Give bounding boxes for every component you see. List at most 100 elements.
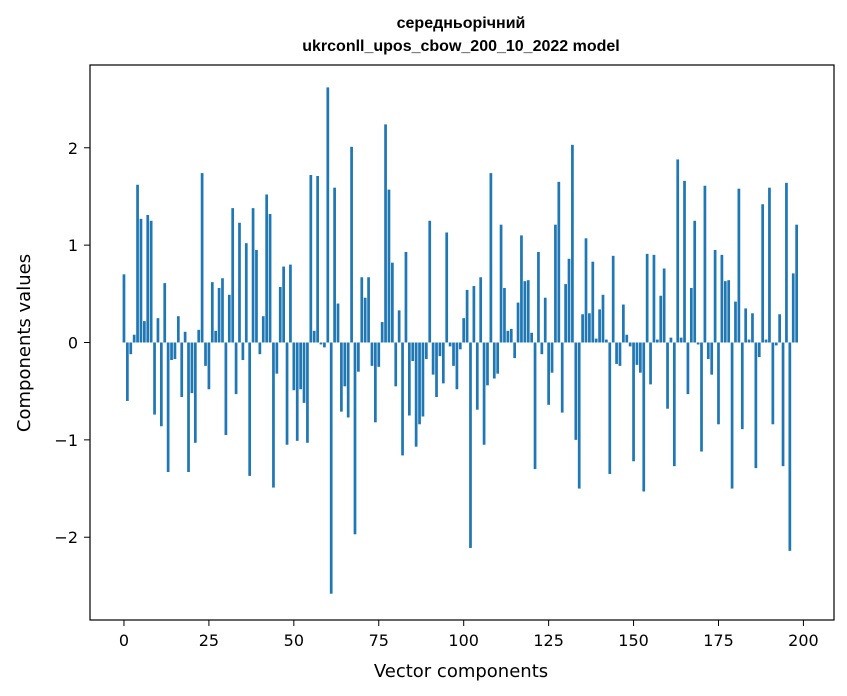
bar-13 [166,342,170,472]
bar-53 [302,342,306,403]
bar-184 [747,339,751,343]
bar-75 [377,342,381,367]
bar-84 [407,342,411,416]
bar-55 [309,175,313,343]
bar-37 [248,342,252,476]
bar-22 [197,329,201,343]
bar-31 [227,294,231,343]
bar-129 [560,342,564,413]
bar-161 [669,337,673,343]
bar-52 [299,342,302,390]
bar-71 [363,297,367,343]
bar-143 [608,342,612,474]
bar-137 [588,313,591,343]
bar-5 [139,218,143,343]
bar-121 [533,342,537,470]
y-axis-label: Components values [14,254,35,432]
bar-141 [601,294,605,343]
bar-139 [594,338,598,343]
bar-38 [251,208,255,343]
bar-195 [785,182,788,343]
bar-3 [132,334,136,343]
bar-40 [258,342,262,355]
bar-62 [333,187,336,343]
bar-179 [730,342,734,489]
bar-95 [445,232,449,343]
bar-101 [465,289,469,343]
bar-65 [343,342,347,387]
bar-186 [754,342,758,469]
bar-127 [554,224,557,343]
x-tick-label: 100 [448,631,479,650]
bar-35 [241,342,245,361]
bar-45 [275,342,279,374]
bar-155 [649,342,652,385]
bar-106 [482,342,486,445]
bar-196 [788,342,792,551]
bar-197 [791,273,795,343]
bar-131 [567,258,571,343]
bar-182 [740,342,744,430]
bar-174 [713,250,717,343]
bar-169 [696,342,700,345]
bar-68 [353,342,357,535]
bar-92 [435,342,438,398]
bar-58 [319,342,323,345]
bar-175 [717,342,720,425]
x-axis: 0 25 50 75 100 125 150 175 200 [119,620,819,650]
bar-66 [346,342,350,418]
bar-178 [727,280,731,343]
bar-54 [306,342,309,443]
bar-149 [628,342,632,347]
bar-133 [574,342,578,440]
bar-194 [781,342,785,467]
bar-67 [350,146,353,343]
bar-98 [455,342,459,390]
bar-64 [340,342,343,412]
bar-120 [530,332,533,343]
bar-135 [581,314,584,343]
bar-181 [737,188,741,343]
bar-28 [217,287,221,343]
bar-87 [418,342,421,425]
bar-25 [207,342,211,390]
y-tick-label: −2 [54,528,78,547]
bar-15 [173,342,177,360]
bar-104 [475,342,479,410]
bar-114 [509,328,513,343]
bar-61 [329,342,333,594]
bar-32 [231,208,235,343]
bar-96 [448,342,452,347]
x-tick-label: 175 [703,631,734,650]
bar-134 [577,342,581,489]
bar-89 [424,342,428,360]
bar-164 [679,337,683,343]
bar-8 [149,220,153,343]
bar-132 [571,144,574,343]
bar-158 [659,295,663,343]
bar-117 [520,235,523,343]
bar-24 [204,342,207,366]
y-tick-label: 1 [68,236,78,255]
bar-6 [143,321,146,343]
bar-112 [503,287,506,343]
bar-19 [187,342,190,472]
bar-76 [380,322,384,343]
bar-83 [404,251,408,343]
bar-138 [591,261,595,343]
bar-152 [639,342,642,373]
bar-122 [537,251,540,343]
bar-72 [367,277,370,343]
bar-90 [428,220,432,343]
bar-93 [438,342,442,357]
bar-167 [689,287,693,343]
bar-113 [506,330,510,343]
bar-82 [401,342,404,456]
bar-77 [384,124,387,343]
bar-173 [710,342,714,375]
bar-1 [126,342,129,401]
chart-title-line1: середньорічний [397,15,526,32]
bar-163 [676,159,680,343]
bar-63 [336,303,340,343]
bar-109 [492,342,496,379]
